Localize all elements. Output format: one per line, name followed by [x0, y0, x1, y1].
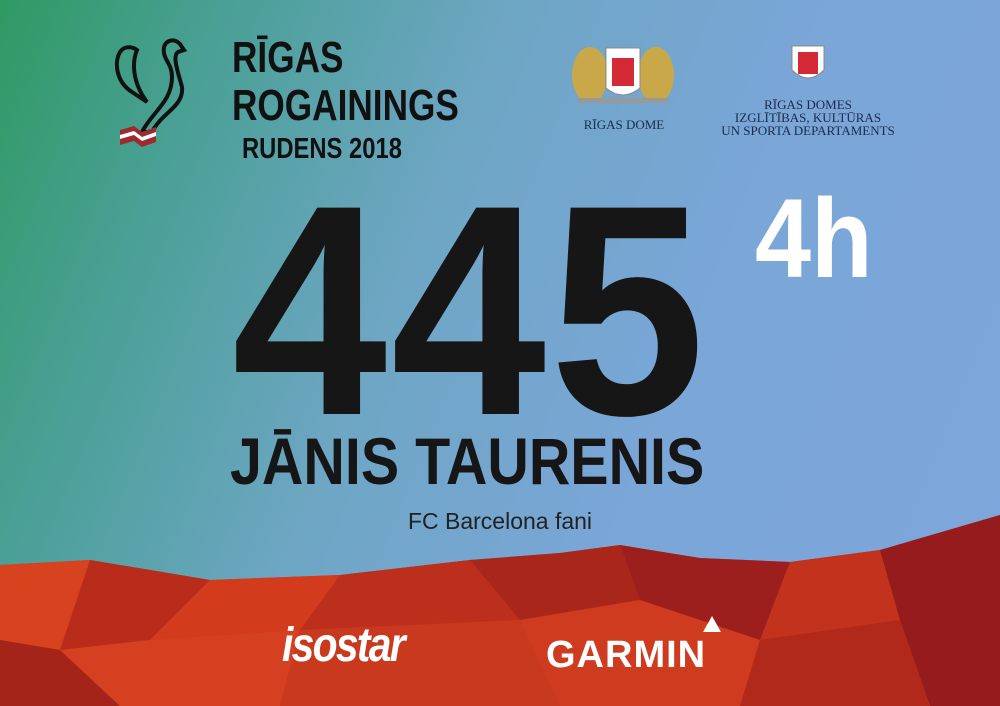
- department-crest-icon: [791, 45, 825, 79]
- garmin-logo: GARMIN: [546, 634, 707, 676]
- isostar-logo: isostar: [282, 619, 406, 672]
- riga-coat-of-arms-icon: [572, 47, 674, 103]
- race-duration: 4h: [755, 176, 873, 301]
- department-line1: RĪGAS DOMES: [764, 97, 852, 112]
- participant-name: JĀNIS TAURENIS: [230, 424, 705, 498]
- department-label: RĪGAS DOMES IZGLĪTĪBAS, KULTŪRAS UN SPOR…: [712, 98, 904, 137]
- team-name: FC Barcelona fani: [407, 508, 593, 534]
- garmin-triangle-icon: [703, 616, 721, 632]
- riga-dome-label: RĪGAS DOME: [583, 117, 665, 132]
- event-subtitle: RUDENS 2018: [242, 133, 402, 165]
- event-title-line1: RĪGAS: [232, 33, 344, 82]
- department-line2: IZGLĪTĪBAS, KULTŪRAS: [734, 110, 882, 125]
- department-line3: UN SPORTA DEPARTAMENTS: [721, 123, 895, 138]
- rooster-logo-icon: [114, 38, 188, 147]
- event-title-line2: ROGAININGS: [232, 81, 459, 130]
- bib-number: 445: [232, 142, 709, 478]
